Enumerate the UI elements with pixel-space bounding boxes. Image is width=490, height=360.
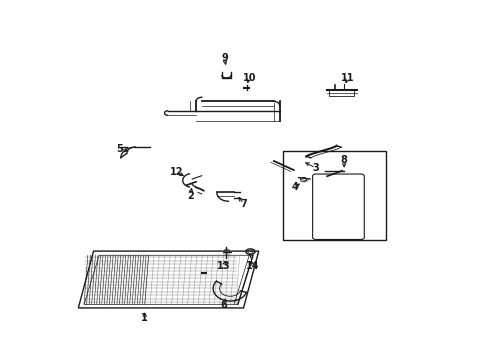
Text: 3: 3 <box>312 163 319 173</box>
Text: 7: 7 <box>240 199 247 209</box>
Text: 12: 12 <box>171 167 184 177</box>
Text: 2: 2 <box>187 191 194 201</box>
Bar <box>283 151 386 240</box>
Text: 13: 13 <box>217 261 230 271</box>
Text: 10: 10 <box>243 73 256 83</box>
Text: 4: 4 <box>292 183 298 192</box>
Text: 9: 9 <box>221 53 228 63</box>
Text: 6: 6 <box>220 300 227 310</box>
Text: 5: 5 <box>117 144 123 153</box>
Text: 11: 11 <box>341 73 355 83</box>
Text: 8: 8 <box>341 155 347 165</box>
Text: 1: 1 <box>142 312 148 323</box>
Text: 14: 14 <box>246 261 260 271</box>
